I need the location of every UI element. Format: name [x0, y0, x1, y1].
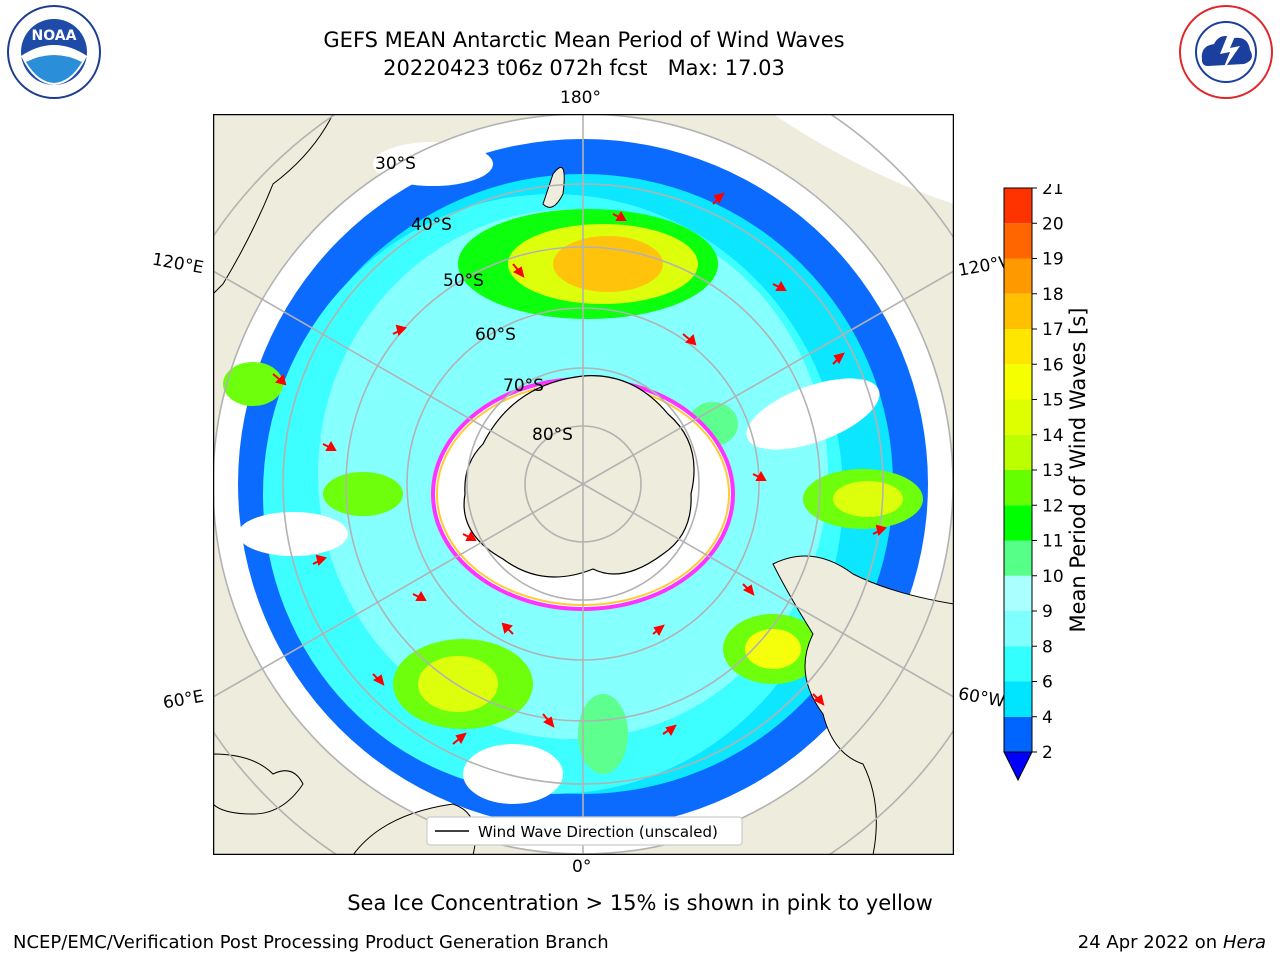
sea-ice-note: Sea Ice Concentration > 15% is shown in …: [347, 891, 933, 915]
colorbar-tick-label: 11: [1042, 532, 1064, 552]
colorbar-tick-label: 10: [1042, 567, 1064, 587]
footer-date: 24 Apr 2022 on Hera: [1078, 932, 1266, 953]
colorbar-tick-label: 6: [1042, 673, 1053, 693]
colorbar-segment: [1004, 329, 1032, 365]
lat-label-80s: 80°S: [532, 425, 573, 445]
colorbar-segment: [1004, 258, 1032, 294]
colorbar-segment: [1004, 646, 1032, 682]
colorbar-segment: [1004, 540, 1032, 576]
colorbar-tick-label: 15: [1042, 391, 1064, 411]
lat-label-40s: 40°S: [411, 215, 452, 235]
lon-label-120e: 120°E: [150, 249, 206, 279]
footer-machine: Hera: [1222, 932, 1266, 953]
lat-label-70s: 70°S: [503, 376, 544, 396]
colorbar-segment: [1004, 470, 1032, 506]
colorbar-segment: [1004, 293, 1032, 329]
colorbar-tick-label: 14: [1042, 426, 1064, 446]
wind-wave-direction-arrows: [272, 192, 887, 745]
map-legend: Wind Wave Direction (unscaled): [426, 816, 743, 846]
lat-label-50s: 50°S: [443, 271, 484, 291]
colorbar-tick-label: 17: [1042, 320, 1064, 340]
chart-title-line2: 20220423 t06z 072h fcst Max: 17.03: [383, 56, 785, 80]
legend-label: Wind Wave Direction (unscaled): [478, 823, 718, 841]
noaa-logo: NOAA: [4, 4, 104, 100]
svg-text:NOAA: NOAA: [32, 28, 77, 44]
colorbar-tick-label: 21: [1042, 184, 1064, 199]
colorbar-tick-label: 13: [1042, 461, 1064, 481]
colorbar-tick-label: 18: [1042, 285, 1064, 305]
colorbar-segment: [1004, 575, 1032, 611]
chart-title-line1: GEFS MEAN Antarctic Mean Period of Wind …: [323, 28, 845, 52]
colorbar-tick-label: 4: [1042, 708, 1053, 728]
colorbar-tick-label: 12: [1042, 496, 1064, 516]
colorbar-label: Mean Period of Wind Waves [s]: [1066, 307, 1090, 633]
antarctica-land: [463, 375, 695, 578]
colorbar-segment: [1004, 399, 1032, 435]
nws-logo: [1176, 4, 1276, 100]
lat-label-30s: 30°S: [375, 154, 416, 174]
lon-label-180: 180°: [560, 88, 601, 108]
lon-label-60e: 60°E: [161, 686, 206, 714]
colorbar-segment: [1004, 716, 1032, 752]
footer-branch: NCEP/EMC/Verification Post Processing Pr…: [13, 932, 609, 953]
colorbar-tick-label: 2: [1042, 743, 1053, 763]
lon-label-0: 0°: [572, 857, 592, 877]
lat-label-60s: 60°S: [475, 325, 516, 345]
colorbar-tick-label: 20: [1042, 214, 1064, 234]
polar-map: 30°S 40°S 50°S 60°S 70°S 80°S Wind Wave …: [213, 114, 954, 855]
colorbar-segment: [1004, 434, 1032, 470]
footer-date-text: 24 Apr 2022 on: [1077, 932, 1223, 953]
colorbar-segment: [1004, 223, 1032, 259]
colorbar-segment: [1004, 505, 1032, 541]
colorbar-tick-label: 8: [1042, 637, 1053, 657]
colorbar-segment: [1004, 611, 1032, 647]
colorbar-tick-label: 9: [1042, 602, 1053, 622]
colorbar-segment: [1004, 188, 1032, 224]
colorbar-extend-arrow: [1003, 751, 1033, 782]
colorbar-segment: [1004, 364, 1032, 400]
colorbar-tick-label: 19: [1042, 250, 1064, 270]
colorbar-tick-label: 16: [1042, 355, 1064, 375]
lon-label-60w: 60°W: [956, 684, 1007, 712]
colorbar-segment: [1004, 681, 1032, 717]
colorbar: 2 4 6 8 9 10 11 12 13 14 15 16 17 18 19 20 21: [1000, 179, 1090, 784]
